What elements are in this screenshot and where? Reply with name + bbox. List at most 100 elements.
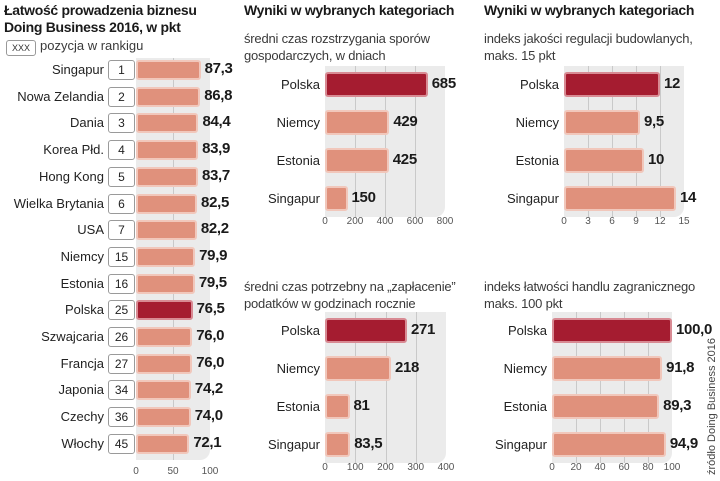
disputes-value-label: 429 — [393, 112, 418, 130]
ease-bar — [136, 380, 191, 401]
construction-value-label: 14 — [680, 188, 697, 206]
ease-value-label: 83,7 — [201, 166, 230, 184]
ease-rank-box: 3 — [108, 113, 135, 134]
ease-bar — [136, 327, 193, 347]
taxes-tick-label: 100 — [346, 462, 364, 473]
disputes-tick-label: 400 — [376, 216, 394, 227]
trade-bar — [552, 318, 672, 343]
ease-value-label: 74,2 — [194, 380, 223, 398]
trade-tick-label: 100 — [663, 462, 681, 473]
trade-tick-label: 20 — [570, 462, 582, 473]
ease-category-label: Francja — [60, 355, 104, 371]
disputes-value-label: 150 — [351, 188, 376, 206]
ease-value-label: 82,2 — [200, 220, 229, 238]
construction-category-label: Niemcy — [515, 114, 559, 130]
ease-category-label: Korea Płd. — [43, 142, 104, 158]
ease-rank-box: 15 — [108, 246, 135, 267]
construction-subtitle-line1: indeks jakości regulacji budowlanych, — [484, 31, 693, 46]
ease-bar — [136, 407, 191, 428]
disputes-gridline — [355, 66, 356, 217]
disputes-bar — [325, 186, 348, 211]
construction-bar — [564, 148, 644, 173]
disputes-value-label: 685 — [431, 74, 456, 92]
trade-value-label: 91,8 — [666, 358, 695, 376]
ease-bar — [136, 220, 197, 241]
disputes-category-label: Singapur — [267, 190, 320, 206]
construction-gridline — [612, 66, 613, 217]
taxes-tick-label: 0 — [322, 462, 328, 473]
trade-category-label: Singapur — [494, 436, 547, 452]
construction-category-label: Polska — [519, 76, 559, 92]
ease-value-label: 74,0 — [194, 407, 223, 425]
taxes-bar — [325, 356, 391, 381]
disputes-gridline — [385, 66, 386, 217]
ease-category-label: Nowa Zelandia — [17, 88, 104, 104]
legend-rank-text: pozycja w rankigu — [40, 38, 144, 53]
disputes-subtitle-line1: średni czas rozstrzygania sporów — [244, 31, 430, 46]
ease-rank-box: 7 — [108, 220, 135, 241]
ease-value-label: 76,0 — [196, 353, 225, 371]
trade-subtitle-line2: maks. 100 pkt — [484, 296, 563, 311]
construction-gridline — [636, 66, 637, 217]
taxes-bar — [325, 432, 351, 457]
ease-rank-box: 34 — [108, 380, 135, 401]
ease-bar — [136, 433, 190, 454]
ease-value-label: 87,3 — [204, 60, 233, 77]
ease-value-label: 83,9 — [202, 140, 231, 158]
ease-rank-box: 45 — [108, 433, 135, 454]
disputes-bar — [325, 148, 389, 173]
ease-category-label: Hong Kong — [38, 168, 104, 184]
trade-value-label: 89,3 — [663, 396, 692, 414]
ease-value-label: 76,0 — [196, 327, 225, 344]
source-note: źródło Doing Business 2016 — [706, 338, 718, 475]
trade-bar — [552, 356, 663, 381]
ease-value-label: 79,5 — [198, 273, 227, 291]
construction-bar — [564, 186, 676, 211]
disputes-tick-label: 800 — [436, 216, 454, 227]
disputes-tick-label: 200 — [346, 216, 364, 227]
ease-value-label: 76,5 — [196, 300, 225, 318]
trade-tick-label: 80 — [642, 462, 654, 473]
taxes-tick-label: 400 — [437, 462, 455, 473]
ease-value-label: 82,5 — [201, 193, 230, 211]
ease-bar — [136, 246, 196, 267]
disputes-category-label: Estonia — [276, 152, 320, 168]
taxes-subtitle-line1: średni czas potrzebny na „zapłacenie” — [244, 279, 456, 294]
taxes-gridline — [416, 312, 417, 463]
taxes-gridline — [386, 312, 387, 463]
trade-value-label: 100,0 — [676, 320, 713, 338]
ease-bar — [136, 113, 199, 134]
ease-category-label: Niemcy — [60, 248, 104, 264]
ease-bar — [136, 86, 201, 107]
ease-rank-box: 26 — [108, 327, 135, 347]
trade-category-label: Niemcy — [503, 360, 547, 376]
trade-bar — [552, 394, 660, 419]
ease-value-label: 79,9 — [199, 246, 228, 264]
trade-gridline — [624, 312, 625, 463]
taxes-tick-label: 300 — [407, 462, 425, 473]
trade-tick-label: 40 — [594, 462, 606, 473]
ease-rank-box: 25 — [108, 300, 135, 321]
construction-gridline — [660, 66, 661, 217]
construction-tick-label: 6 — [609, 216, 615, 227]
taxes-category-label: Polska — [280, 322, 320, 338]
ease-category-label: Polska — [64, 302, 104, 318]
trade-gridline — [600, 312, 601, 463]
ease-category-label: Dania — [70, 115, 104, 131]
construction-tick-label: 0 — [561, 216, 567, 227]
construction-value-label: 10 — [648, 150, 665, 168]
legend-rank-box: XXX — [6, 40, 36, 56]
ease-bar — [136, 300, 193, 321]
taxes-value-label: 81 — [353, 396, 370, 414]
ease-bar — [136, 60, 201, 80]
ease-rank-box: 27 — [108, 353, 135, 374]
categories-title-middle: Wyniki w wybranych kategoriach — [244, 2, 455, 18]
ease-bar — [136, 353, 193, 374]
ease-tick-label: 0 — [133, 466, 139, 477]
trade-subtitle-line1: indeks łatwości handlu zagranicznego — [484, 279, 696, 294]
disputes-gridline — [415, 66, 416, 217]
ease-tick-label: 50 — [167, 466, 179, 477]
trade-tick-label: 60 — [618, 462, 630, 473]
trade-gridline — [576, 312, 577, 463]
trade-gridline — [648, 312, 649, 463]
